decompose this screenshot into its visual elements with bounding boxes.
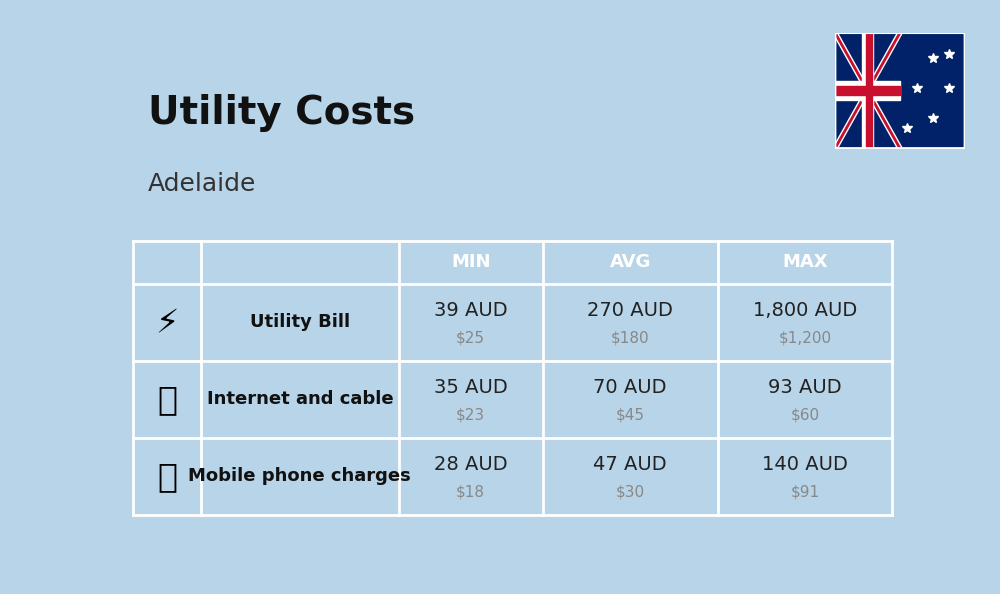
Text: AVG: AVG — [610, 253, 651, 271]
Text: $180: $180 — [611, 330, 650, 345]
Text: 📶: 📶 — [157, 383, 177, 416]
Text: Adelaide: Adelaide — [148, 172, 257, 196]
Text: Utility Bill: Utility Bill — [250, 314, 350, 331]
Text: $30: $30 — [616, 484, 645, 499]
Text: Internet and cable: Internet and cable — [207, 390, 393, 409]
Text: $25: $25 — [456, 330, 485, 345]
Bar — [835, 86, 900, 95]
Text: Mobile phone charges: Mobile phone charges — [188, 467, 411, 485]
Bar — [866, 33, 872, 148]
Text: 70 AUD: 70 AUD — [593, 378, 667, 397]
Text: 1,800 AUD: 1,800 AUD — [753, 301, 857, 320]
Bar — [862, 33, 873, 148]
Text: 270 AUD: 270 AUD — [587, 301, 673, 320]
Text: MAX: MAX — [782, 253, 828, 271]
Text: $45: $45 — [616, 407, 645, 422]
Text: 39 AUD: 39 AUD — [434, 301, 508, 320]
Text: $23: $23 — [456, 407, 485, 422]
Text: $18: $18 — [456, 484, 485, 499]
Text: 93 AUD: 93 AUD — [768, 378, 842, 397]
Text: $91: $91 — [790, 484, 819, 499]
Text: $60: $60 — [790, 407, 819, 422]
Text: 28 AUD: 28 AUD — [434, 454, 508, 473]
Text: 📱: 📱 — [157, 460, 177, 493]
Text: Utility Costs: Utility Costs — [148, 94, 415, 132]
Bar — [835, 81, 900, 100]
Text: 35 AUD: 35 AUD — [434, 378, 508, 397]
Text: 47 AUD: 47 AUD — [593, 454, 667, 473]
Text: $1,200: $1,200 — [778, 330, 831, 345]
Text: MIN: MIN — [451, 253, 490, 271]
Text: 140 AUD: 140 AUD — [762, 454, 848, 473]
Text: ⚡: ⚡ — [155, 306, 179, 339]
